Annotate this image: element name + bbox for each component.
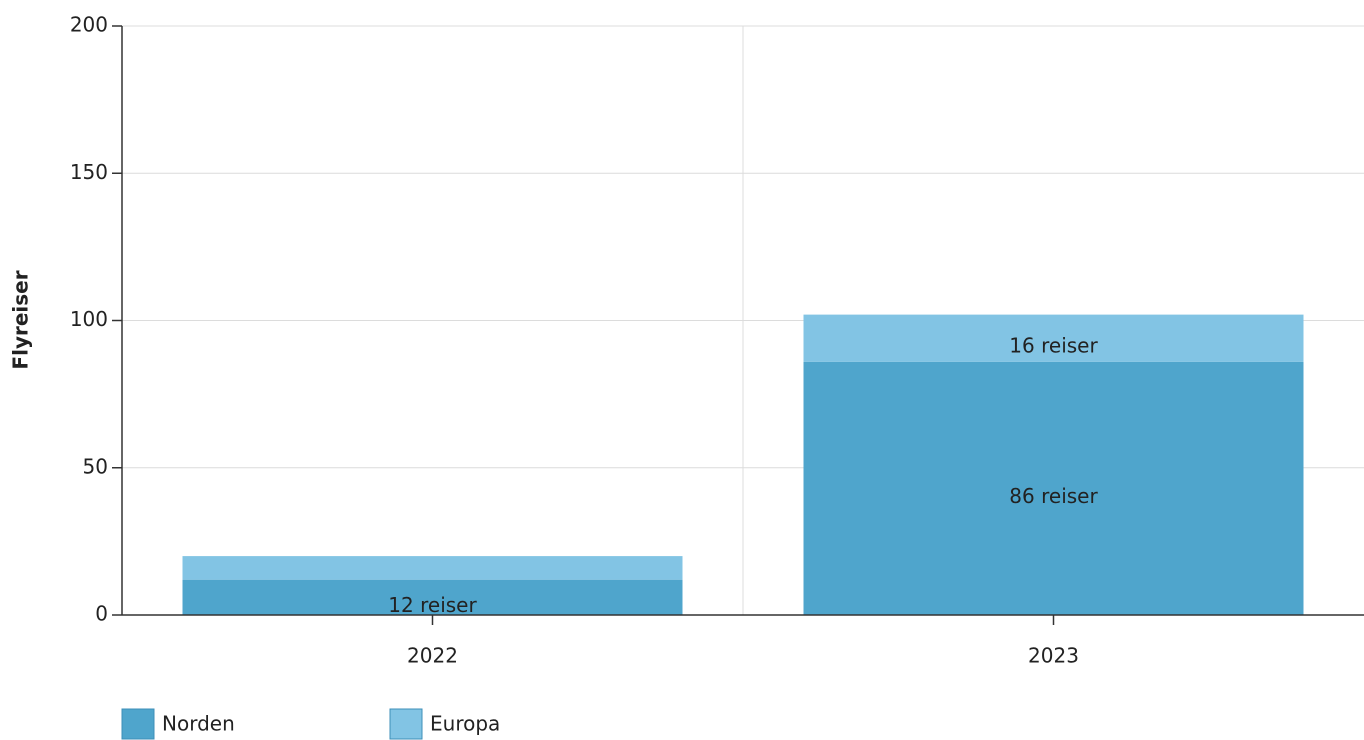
data-label: 12 reiser	[388, 593, 477, 617]
data-label: 86 reiser	[1009, 484, 1098, 508]
x-tick-label: 2023	[1028, 644, 1079, 668]
y-tick-label: 50	[83, 454, 108, 478]
y-tick-label: 100	[70, 307, 108, 331]
bar-segment	[182, 556, 683, 580]
legend-swatch	[389, 708, 423, 740]
legend-swatch	[121, 708, 155, 740]
legend-label: Norden	[162, 712, 235, 736]
bar-segment	[182, 579, 683, 615]
y-tick-label: 0	[95, 602, 108, 626]
y-tick-label: 200	[70, 13, 108, 37]
x-tick-label: 2022	[407, 644, 458, 668]
bar-segment	[803, 314, 1304, 362]
y-axis-title: Flyreiser	[9, 270, 33, 369]
bar-segment	[803, 361, 1304, 615]
legend-label: Europa	[430, 712, 500, 736]
y-tick-label: 150	[70, 160, 108, 184]
data-label: 16 reiser	[1009, 334, 1098, 358]
